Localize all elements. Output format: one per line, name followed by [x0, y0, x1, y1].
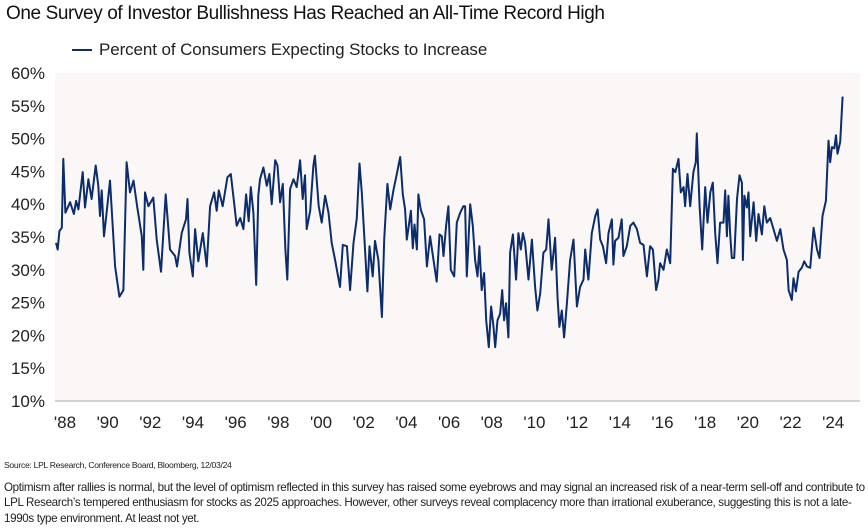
x-tick-label: '18: [694, 413, 716, 432]
y-tick-label: 50%: [11, 130, 45, 149]
legend: Percent of Consumers Expecting Stocks to…: [72, 40, 487, 60]
x-tick-label: '92: [139, 413, 161, 432]
x-tick-label: '06: [438, 413, 460, 432]
x-tick-label: '08: [481, 413, 503, 432]
y-tick-label: 15%: [11, 359, 45, 378]
y-tick-label: 20%: [11, 326, 45, 345]
x-tick-label: '10: [523, 413, 545, 432]
y-tick-label: 45%: [11, 162, 45, 181]
source-note: Source: LPL Research, Conference Board, …: [4, 460, 232, 470]
x-tick-label: '00: [310, 413, 332, 432]
x-tick-label: '12: [566, 413, 588, 432]
x-tick-label: '02: [353, 413, 375, 432]
chart-title: One Survey of Investor Bullishness Has R…: [6, 3, 605, 24]
x-tick-label: '16: [651, 413, 673, 432]
x-tick-label: '24: [822, 413, 844, 432]
y-tick-label: 60%: [11, 64, 45, 83]
y-tick-label: 55%: [11, 97, 45, 116]
x-tick-label: '88: [54, 413, 76, 432]
x-tick-label: '20: [737, 413, 759, 432]
commentary-text: Optimism after rallies is normal, but th…: [4, 481, 865, 525]
y-tick-label: 30%: [11, 261, 45, 280]
x-tick-label: '90: [97, 413, 119, 432]
y-tick-label: 25%: [11, 294, 45, 313]
line-chart: 10% 15% 20% 25% 30% 35% 40% 45% 50% 55% 60% '88 '90 '…: [11, 64, 860, 432]
y-tick-label: 10%: [11, 392, 45, 411]
y-tick-label: 35%: [11, 228, 45, 247]
legend-swatch: [72, 49, 92, 51]
x-tick-label: '14: [609, 413, 631, 432]
x-tick-label: '94: [182, 413, 204, 432]
x-tick-label: '98: [267, 413, 289, 432]
x-tick-label: '22: [779, 413, 801, 432]
x-tick-label: '96: [225, 413, 247, 432]
plot-background: [55, 73, 860, 401]
y-tick-label: 40%: [11, 195, 45, 214]
legend-label: Percent of Consumers Expecting Stocks to…: [99, 40, 488, 59]
series-line: [55, 96, 844, 349]
x-tick-label: '04: [395, 413, 417, 432]
